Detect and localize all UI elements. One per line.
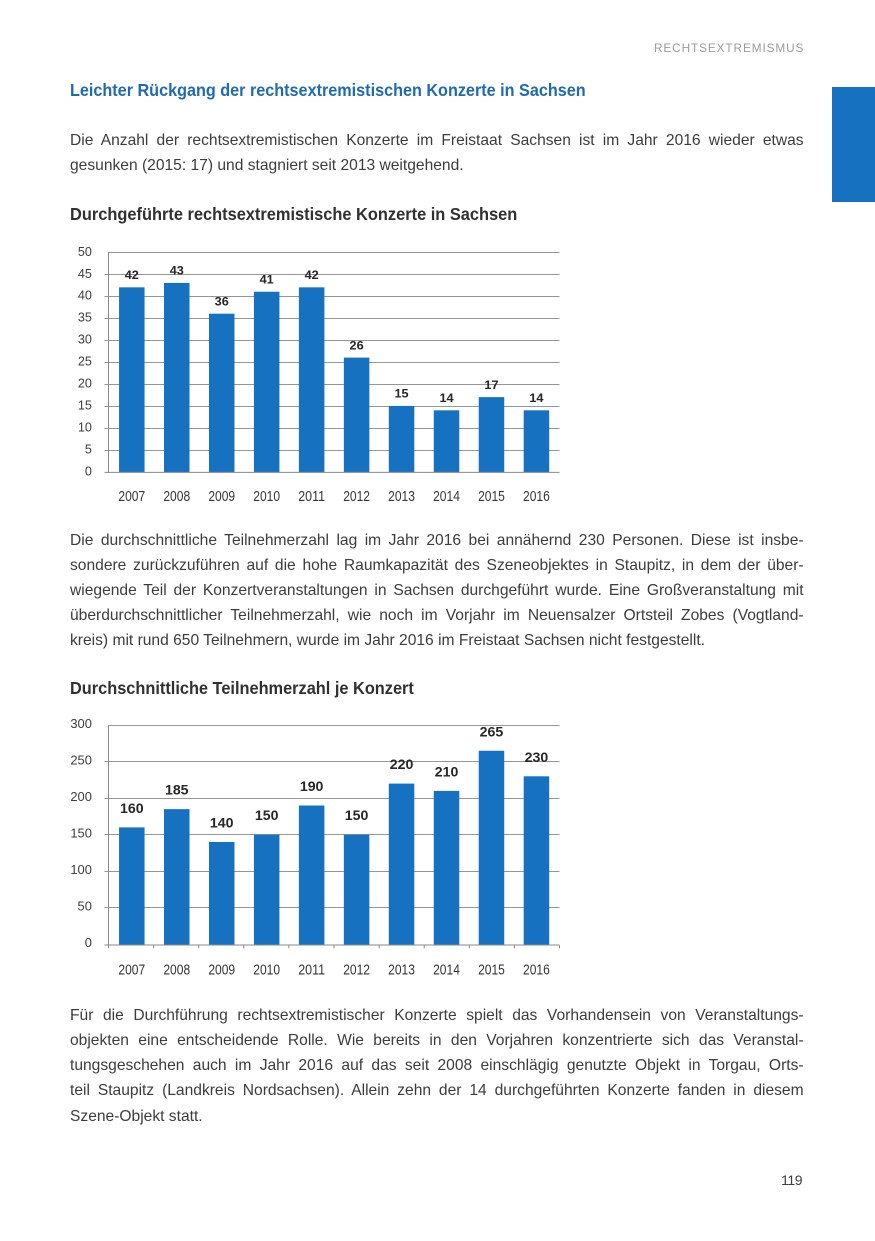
svg-text:50: 50 xyxy=(78,899,92,914)
svg-text:220: 220 xyxy=(390,757,414,772)
svg-text:25: 25 xyxy=(78,355,92,369)
svg-text:265: 265 xyxy=(480,724,504,739)
svg-text:15: 15 xyxy=(78,399,92,413)
svg-text:190: 190 xyxy=(300,779,324,794)
svg-text:2008: 2008 xyxy=(163,489,190,505)
svg-text:300: 300 xyxy=(70,716,92,731)
svg-text:185: 185 xyxy=(165,783,189,798)
svg-text:35: 35 xyxy=(78,311,92,325)
svg-text:20: 20 xyxy=(78,377,92,391)
svg-text:30: 30 xyxy=(78,333,92,347)
svg-text:210: 210 xyxy=(435,764,459,779)
svg-text:14: 14 xyxy=(529,391,543,405)
svg-text:2008: 2008 xyxy=(163,962,190,978)
svg-text:2009: 2009 xyxy=(208,489,235,505)
svg-text:45: 45 xyxy=(78,267,92,281)
svg-text:2013: 2013 xyxy=(388,489,415,505)
svg-text:2015: 2015 xyxy=(478,962,505,978)
svg-text:14: 14 xyxy=(439,391,453,405)
svg-text:2011: 2011 xyxy=(298,962,325,978)
svg-text:2014: 2014 xyxy=(433,962,460,978)
svg-text:2015: 2015 xyxy=(478,489,505,505)
svg-text:230: 230 xyxy=(525,750,549,765)
svg-text:41: 41 xyxy=(260,272,274,286)
svg-text:10: 10 xyxy=(78,420,92,434)
svg-text:2013: 2013 xyxy=(388,962,415,978)
svg-text:2016: 2016 xyxy=(523,489,550,505)
svg-text:250: 250 xyxy=(70,753,92,768)
svg-text:43: 43 xyxy=(170,264,184,278)
svg-text:150: 150 xyxy=(70,826,92,841)
svg-text:150: 150 xyxy=(255,808,279,823)
svg-text:17: 17 xyxy=(484,378,498,392)
svg-text:2012: 2012 xyxy=(343,489,370,505)
svg-text:2016: 2016 xyxy=(523,962,550,978)
svg-text:2014: 2014 xyxy=(433,489,460,505)
svg-text:15: 15 xyxy=(395,387,409,401)
svg-text:42: 42 xyxy=(125,268,139,282)
svg-text:2010: 2010 xyxy=(253,489,280,505)
svg-text:42: 42 xyxy=(305,268,319,282)
svg-text:40: 40 xyxy=(78,289,92,303)
svg-text:2011: 2011 xyxy=(298,489,325,505)
svg-text:50: 50 xyxy=(78,245,92,259)
svg-text:2012: 2012 xyxy=(343,962,370,978)
svg-text:160: 160 xyxy=(120,801,144,816)
svg-text:100: 100 xyxy=(70,862,92,877)
svg-text:5: 5 xyxy=(85,442,92,456)
svg-text:0: 0 xyxy=(85,464,92,478)
svg-text:26: 26 xyxy=(350,338,364,352)
svg-text:140: 140 xyxy=(210,816,234,831)
svg-text:200: 200 xyxy=(70,789,92,804)
svg-text:0: 0 xyxy=(85,935,92,950)
svg-text:2010: 2010 xyxy=(253,962,280,978)
svg-text:36: 36 xyxy=(215,294,229,308)
svg-text:2007: 2007 xyxy=(118,489,145,505)
svg-text:2009: 2009 xyxy=(208,962,235,978)
svg-text:2007: 2007 xyxy=(118,962,145,978)
svg-text:150: 150 xyxy=(345,808,369,823)
